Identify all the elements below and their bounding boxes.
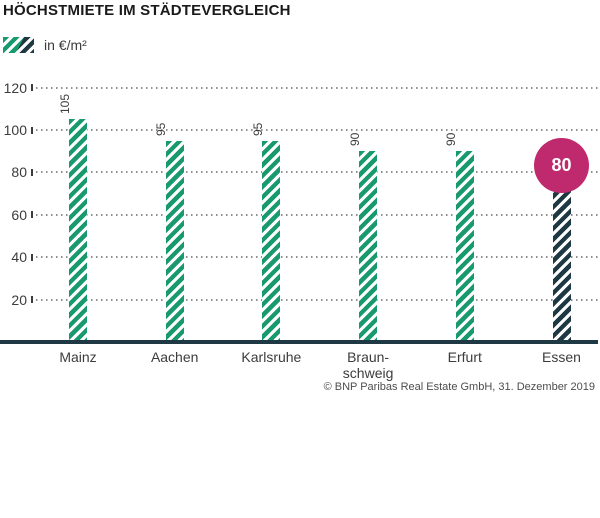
gridline-20 bbox=[36, 298, 598, 301]
value-label-erfurt: 90 bbox=[444, 132, 459, 147]
gridline-80 bbox=[36, 171, 598, 174]
category-label-braunschweig: Braun- schweig bbox=[342, 349, 394, 381]
category-label-essen: Essen bbox=[542, 349, 581, 365]
value-label-karlsruhe: 95 bbox=[250, 122, 265, 136]
source-footer: © BNP Paribas Real Estate GmbH, 31. Deze… bbox=[323, 381, 595, 393]
category-label-karlsruhe: Karlsruhe bbox=[241, 349, 302, 365]
x-axis-baseline bbox=[0, 340, 598, 344]
page-title: HÖCHSTMIETE IM STÄDTEVERGLEICH bbox=[3, 2, 291, 19]
bar-essen bbox=[552, 172, 571, 340]
legend: in €/m² bbox=[3, 37, 87, 53]
ytick-label-100: 100 bbox=[3, 122, 27, 138]
gridline-120 bbox=[36, 86, 598, 89]
gridline-60 bbox=[36, 213, 598, 216]
category-label-erfurt: Erfurt bbox=[447, 349, 482, 365]
gridline-40 bbox=[36, 256, 598, 259]
value-label-mainz: 105 bbox=[57, 94, 72, 115]
category-label-mainz: Mainz bbox=[59, 349, 97, 365]
bar-aachen bbox=[165, 140, 184, 340]
ytick-label-20: 20 bbox=[11, 291, 27, 308]
legend-hatch-swatch-icon bbox=[3, 37, 34, 53]
bar-karlsruhe bbox=[262, 140, 281, 340]
bar-mainz bbox=[69, 119, 87, 340]
ytick-label-40: 40 bbox=[11, 249, 27, 266]
value-label-braunschweig: 90 bbox=[347, 132, 362, 147]
ytick-mark-100 bbox=[31, 126, 33, 134]
bar-erfurt bbox=[455, 151, 474, 340]
ytick-mark-60 bbox=[31, 211, 33, 219]
category-label-aachen: Aachen bbox=[150, 349, 199, 365]
ytick-mark-40 bbox=[31, 253, 33, 261]
ytick-mark-80 bbox=[31, 168, 33, 176]
ytick-label-120: 120 bbox=[3, 79, 27, 96]
ytick-label-60: 60 bbox=[11, 206, 27, 223]
gridline-100 bbox=[36, 129, 598, 131]
value-label-aachen: 95 bbox=[154, 122, 169, 136]
ytick-mark-120 bbox=[31, 84, 33, 92]
highlight-value-badge: 80 bbox=[534, 137, 589, 193]
ytick-label-80: 80 bbox=[11, 164, 27, 181]
ytick-mark-20 bbox=[31, 296, 33, 304]
legend-unit-label: in €/m² bbox=[44, 37, 87, 53]
bar-braunschweig bbox=[359, 151, 378, 340]
